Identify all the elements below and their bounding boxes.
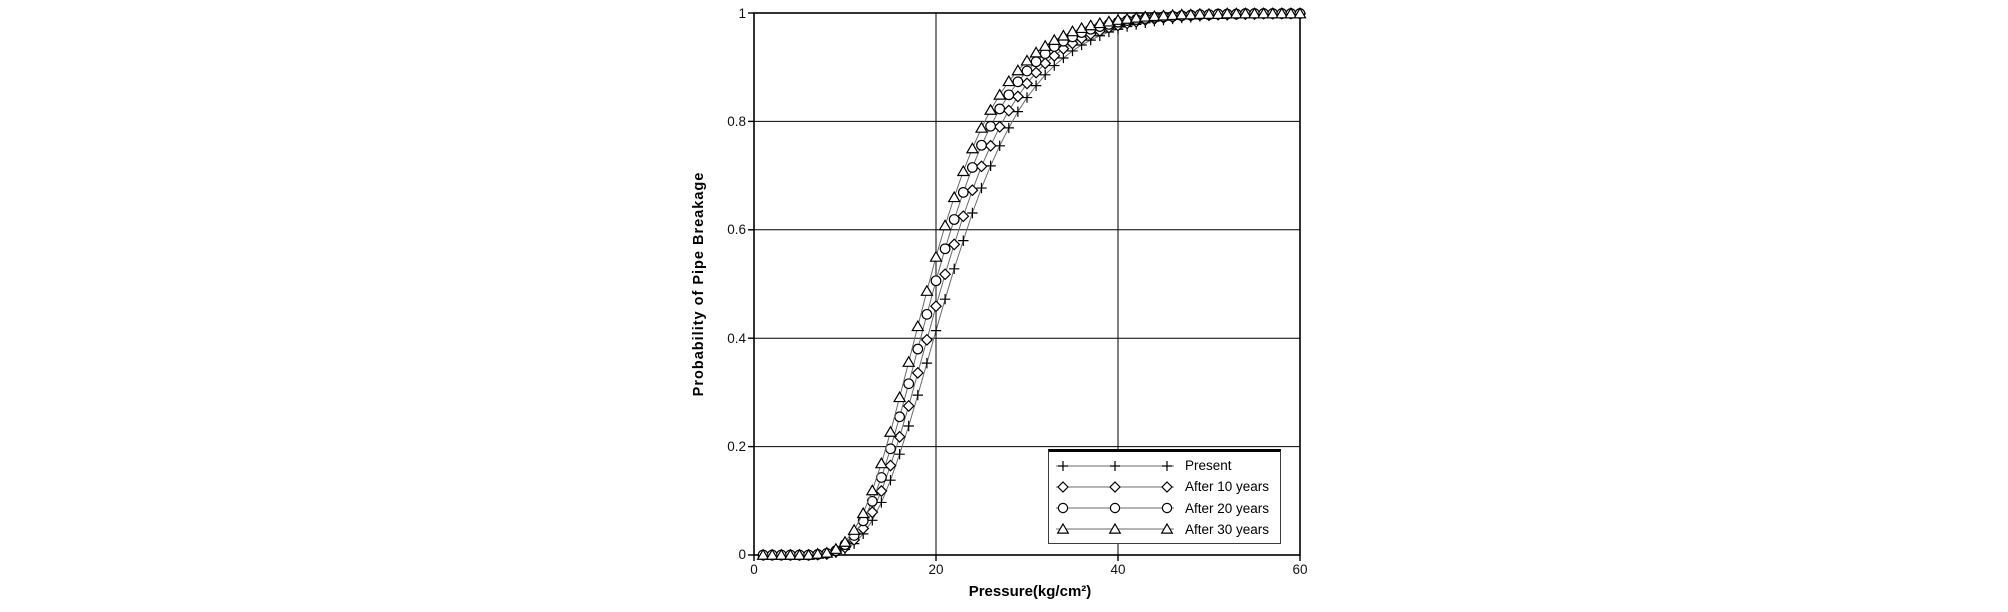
legend-item-after-10-years: After 10 years — [1055, 476, 1274, 497]
legend-label: After 30 years — [1185, 521, 1270, 537]
y-tick-label: 1 — [738, 6, 746, 21]
y-tick-label: 0.2 — [727, 439, 746, 454]
x-tick-label: 40 — [1110, 562, 1126, 577]
legend-item-after-20-years: After 20 years — [1055, 498, 1274, 519]
x-tick-label: 20 — [928, 562, 944, 577]
legend-item-present: Present — [1055, 455, 1274, 476]
legend: Present After 10 years After 20 years Af… — [1048, 449, 1281, 544]
legend-marker-sample-triangle — [1056, 523, 1174, 535]
y-tick-label: 0.4 — [727, 331, 746, 346]
x-tick-label: 60 — [1292, 562, 1308, 577]
y-axis-title: Probability of Pipe Breakage — [691, 171, 707, 397]
x-tick-label: 0 — [750, 562, 758, 577]
legend-marker-sample-diamond — [1056, 481, 1174, 493]
y-tick-label: 0.8 — [727, 114, 746, 129]
y-tick-label: 0.6 — [727, 222, 746, 237]
legend-label: After 10 years — [1185, 479, 1270, 495]
legend-item-after-30-years: After 30 years — [1055, 519, 1274, 540]
x-axis-title: Pressure(kg/cm²) — [968, 583, 1092, 600]
y-tick-label: 0 — [738, 547, 746, 562]
legend-marker-sample-plus — [1056, 460, 1174, 471]
legend-marker-sample-circle — [1056, 502, 1174, 514]
plot-area — [748, 7, 1307, 562]
legend-label: After 20 years — [1185, 500, 1270, 516]
legend-label: Present — [1185, 458, 1232, 474]
